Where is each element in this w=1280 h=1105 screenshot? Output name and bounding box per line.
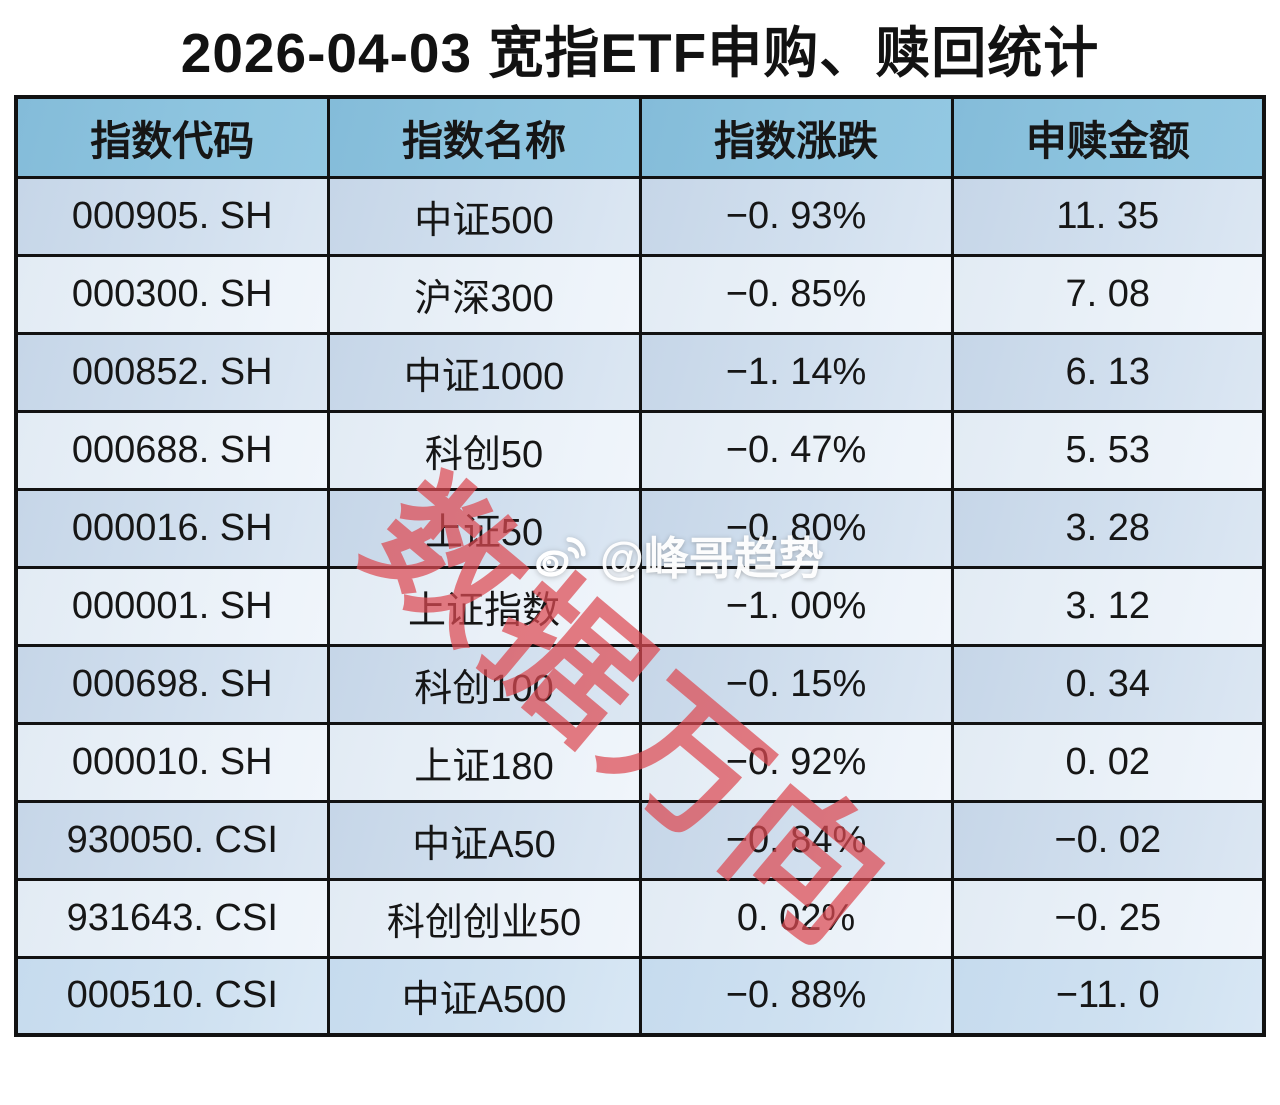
cell-index-code: 931643. CSI xyxy=(14,877,330,959)
table-row: 930050. CSI 中证A50 −0. 84% −0. 02 xyxy=(14,799,1266,881)
cell-index-change: −0. 85% xyxy=(638,253,954,335)
cell-index-code: 000688. SH xyxy=(14,409,330,491)
cell-index-code: 000010. SH xyxy=(14,721,330,803)
cell-index-name: 中证500 xyxy=(326,175,642,257)
cell-index-change: −0. 84% xyxy=(638,799,954,881)
table-row: 000905. SH 中证500 −0. 93% 11. 35 xyxy=(14,175,1266,257)
cell-index-name: 科创100 xyxy=(326,643,642,725)
table-row: 000688. SH 科创50 −0. 47% 5. 53 xyxy=(14,409,1266,491)
col-header-index-name: 指数名称 xyxy=(326,95,642,179)
cell-amount: 0. 02 xyxy=(950,721,1266,803)
cell-index-change: −0. 92% xyxy=(638,721,954,803)
cell-amount: 3. 12 xyxy=(950,565,1266,647)
cell-amount: 5. 53 xyxy=(950,409,1266,491)
cell-amount: −11. 0 xyxy=(950,955,1266,1037)
table-row: 000300. SH 沪深300 −0. 85% 7. 08 xyxy=(14,253,1266,335)
cell-index-name: 科创50 xyxy=(326,409,642,491)
col-header-index-code: 指数代码 xyxy=(14,95,330,179)
cell-index-change: −0. 88% xyxy=(638,955,954,1037)
cell-index-code: 930050. CSI xyxy=(14,799,330,881)
cell-index-code: 000852. SH xyxy=(14,331,330,413)
cell-amount: 6. 13 xyxy=(950,331,1266,413)
table-row: 000852. SH 中证1000 −1. 14% 6. 13 xyxy=(14,331,1266,413)
page-title: 2026-04-03 宽指ETF申购、赎回统计 xyxy=(180,22,1100,84)
cell-index-name: 沪深300 xyxy=(326,253,642,335)
cell-index-name: 中证1000 xyxy=(326,331,642,413)
table-header-row: 指数代码 指数名称 指数涨跌 申赎金额 xyxy=(14,95,1266,179)
cell-index-change: 0. 02% xyxy=(638,877,954,959)
cell-amount: −0. 25 xyxy=(950,877,1266,959)
cell-index-change: −0. 47% xyxy=(638,409,954,491)
table-row: 000001. SH 上证指数 −1. 00% 3. 12 xyxy=(14,565,1266,647)
cell-index-code: 000016. SH xyxy=(14,487,330,569)
cell-index-change: −0. 15% xyxy=(638,643,954,725)
table-row: 000698. SH 科创100 −0. 15% 0. 34 xyxy=(14,643,1266,725)
cell-index-code: 000698. SH xyxy=(14,643,330,725)
table-row: 000510. CSI 中证A500 −0. 88% −11. 0 xyxy=(14,955,1266,1037)
cell-index-code: 000905. SH xyxy=(14,175,330,257)
cell-index-code: 000300. SH xyxy=(14,253,330,335)
col-header-amount: 申赎金额 xyxy=(950,95,1266,179)
cell-amount: 11. 35 xyxy=(950,175,1266,257)
cell-index-name: 中证A500 xyxy=(326,955,642,1037)
cell-amount: 0. 34 xyxy=(950,643,1266,725)
cell-index-name: 上证180 xyxy=(326,721,642,803)
cell-amount: 7. 08 xyxy=(950,253,1266,335)
cell-index-change: −0. 80% xyxy=(638,487,954,569)
cell-index-code: 000510. CSI xyxy=(14,955,330,1037)
cell-index-code: 000001. SH xyxy=(14,565,330,647)
col-header-index-change: 指数涨跌 xyxy=(638,95,954,179)
cell-index-change: −1. 14% xyxy=(638,331,954,413)
cell-index-change: −0. 93% xyxy=(638,175,954,257)
etf-table: 指数代码 指数名称 指数涨跌 申赎金额 000905. SH 中证500 −0.… xyxy=(14,95,1266,1037)
cell-index-change: −1. 00% xyxy=(638,565,954,647)
cell-index-name: 上证指数 xyxy=(326,565,642,647)
cell-index-name: 中证A50 xyxy=(326,799,642,881)
table-row: 000016. SH 上证50 −0. 80% 3. 28 xyxy=(14,487,1266,569)
cell-amount: −0. 02 xyxy=(950,799,1266,881)
table-row: 000010. SH 上证180 −0. 92% 0. 02 xyxy=(14,721,1266,803)
cell-amount: 3. 28 xyxy=(950,487,1266,569)
cell-index-name: 上证50 xyxy=(326,487,642,569)
cell-index-name: 科创创业50 xyxy=(326,877,642,959)
table-row: 931643. CSI 科创创业50 0. 02% −0. 25 xyxy=(14,877,1266,959)
